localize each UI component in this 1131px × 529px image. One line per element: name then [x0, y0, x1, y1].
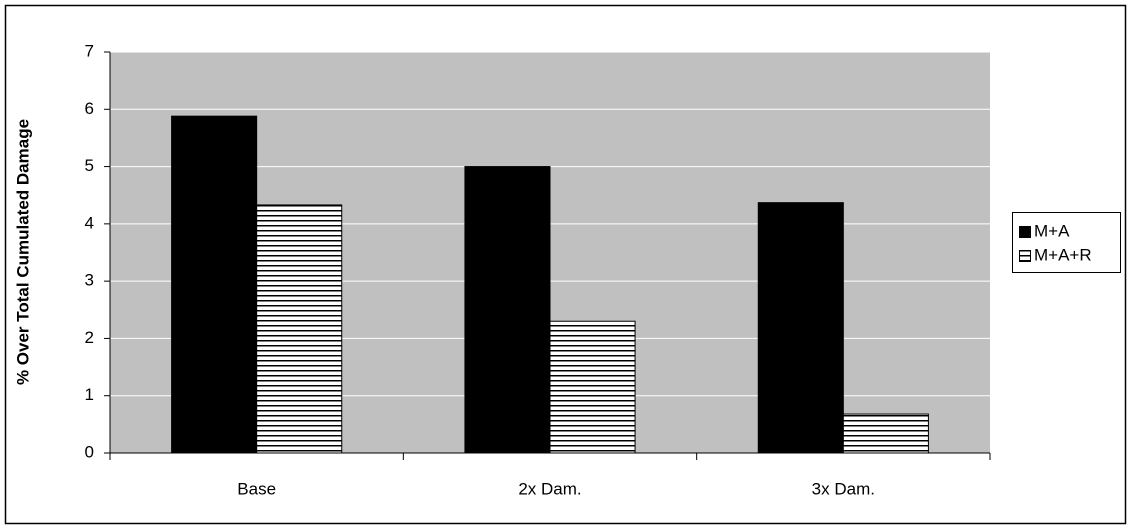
bar: [842, 413, 929, 454]
bar: [256, 204, 343, 454]
legend-swatch: [1019, 226, 1031, 238]
y-tick-label: 4: [85, 213, 94, 232]
y-tick-label: 1: [85, 385, 94, 404]
bar: [464, 166, 551, 454]
bar: [757, 202, 844, 454]
x-tick-label: 2x Dam.: [518, 479, 581, 498]
y-axis-label: % Over Total Cumulated Damage: [13, 119, 32, 385]
legend-box: [1012, 212, 1121, 273]
y-tick-label: 6: [85, 99, 94, 118]
bar: [549, 320, 636, 454]
x-tick-label: Base: [237, 479, 276, 498]
legend-label: M+A: [1034, 221, 1070, 240]
y-tick-label: 2: [85, 328, 94, 347]
y-tick-label: 7: [85, 41, 94, 60]
y-tick-label: 3: [85, 271, 94, 290]
legend-label: M+A+R: [1034, 245, 1092, 264]
y-tick-label: 5: [85, 156, 94, 175]
x-tick-label: 3x Dam.: [812, 479, 875, 498]
y-tick-label: 0: [85, 442, 94, 461]
legend-swatch: [1019, 250, 1031, 262]
bar: [171, 115, 258, 454]
